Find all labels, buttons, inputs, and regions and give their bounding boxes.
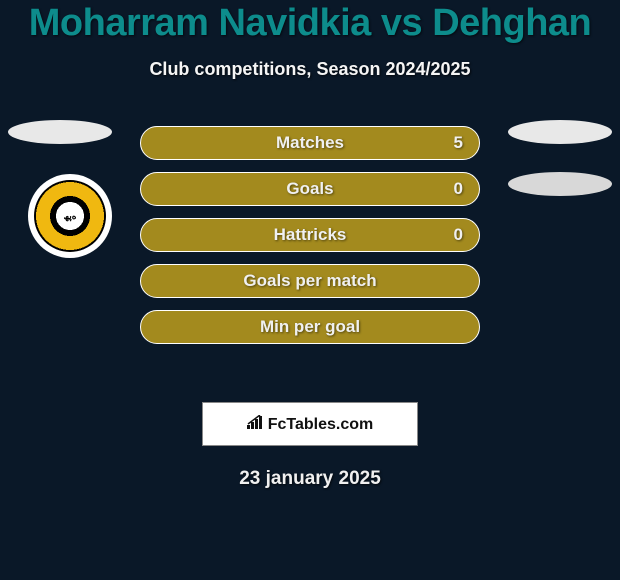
comparison-area: ەپھ Matches 5 Goals 0 Hattricks 0 Goals … — [0, 126, 620, 386]
sepahan-logo-icon: ەپھ — [34, 180, 106, 252]
page-title: Moharram Navidkia vs Dehghan — [0, 2, 620, 45]
stat-label: Goals — [286, 179, 333, 199]
stat-right-value: 5 — [454, 133, 463, 153]
stat-label: Min per goal — [260, 317, 360, 337]
brand-text: FcTables.com — [268, 416, 374, 434]
player-right-photo-placeholder — [508, 120, 612, 144]
fctables-logo: FcTables.com — [247, 415, 374, 434]
stat-label: Matches — [276, 133, 344, 153]
stat-label: Goals per match — [243, 271, 376, 291]
stat-row-min-per-goal: Min per goal — [140, 310, 480, 344]
club-right-logo-placeholder — [508, 172, 612, 196]
chart-icon — [247, 415, 265, 434]
player-left-photo-placeholder — [8, 120, 112, 144]
stat-right-value: 0 — [454, 225, 463, 245]
stats-table: Matches 5 Goals 0 Hattricks 0 Goals per … — [140, 126, 480, 344]
club-logo-center-text: ەپھ — [57, 203, 83, 229]
stat-row-goals-per-match: Goals per match — [140, 264, 480, 298]
stat-row-goals: Goals 0 — [140, 172, 480, 206]
stat-label: Hattricks — [274, 225, 347, 245]
club-left-logo: ەپھ — [28, 174, 112, 258]
stat-row-hattricks: Hattricks 0 — [140, 218, 480, 252]
brand-attribution[interactable]: FcTables.com — [202, 402, 418, 446]
date-text: 23 january 2025 — [0, 468, 620, 490]
stat-right-value: 0 — [454, 179, 463, 199]
page-subtitle: Club competitions, Season 2024/2025 — [0, 59, 620, 80]
stat-row-matches: Matches 5 — [140, 126, 480, 160]
